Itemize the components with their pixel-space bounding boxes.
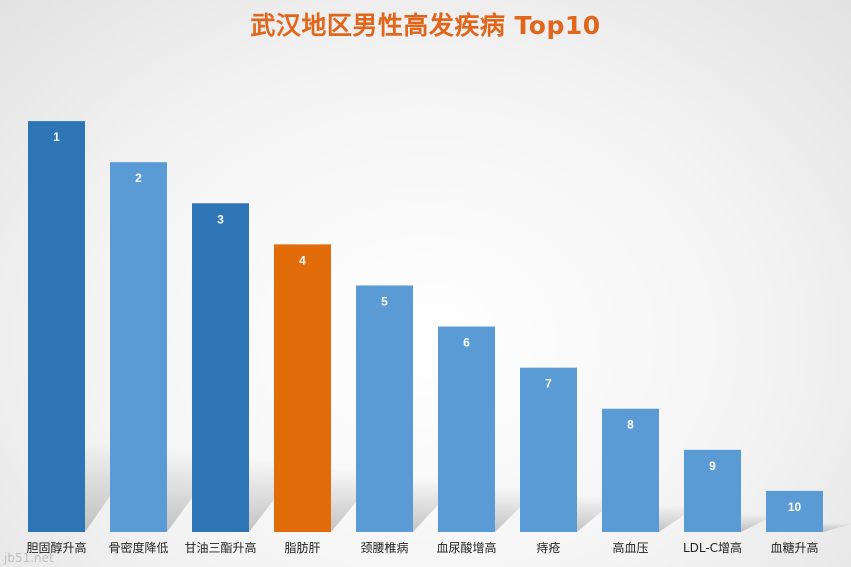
category-tick-label: 痔疮 bbox=[536, 540, 560, 555]
bar-data-label: 6 bbox=[463, 336, 470, 350]
category-tick-label: 甘油三酯升高 bbox=[184, 540, 256, 555]
data-labels: 1 2 3 4 5 6 7 8 9 10 bbox=[53, 130, 801, 514]
category-tick-label: LDL-C增高 bbox=[683, 540, 742, 555]
bar-data-label: 5 bbox=[381, 294, 388, 308]
category-axis-labels: 胆固醇升高 骨密度降低 甘油三酯升高 脂肪肝 颈腰椎病 血尿酸增高 痔疮 高血压 LDL-C增高… bbox=[26, 540, 818, 555]
category-tick-label: 血尿酸增高 bbox=[436, 540, 496, 555]
category-tick-label: 骨密度降低 bbox=[108, 540, 168, 555]
category-tick-label: 胆固醇升高 bbox=[26, 540, 86, 555]
bar bbox=[28, 121, 85, 532]
bar bbox=[356, 285, 413, 532]
bar-data-label: 1 bbox=[53, 130, 60, 144]
bar bbox=[520, 367, 577, 532]
category-tick-label: 颈腰椎病 bbox=[360, 540, 408, 555]
bar bbox=[274, 244, 331, 532]
bars bbox=[28, 121, 823, 533]
bar bbox=[110, 162, 167, 532]
bar bbox=[192, 203, 249, 533]
bar-data-label: 8 bbox=[627, 418, 634, 432]
bar bbox=[438, 326, 495, 532]
bar-data-label: 10 bbox=[788, 500, 802, 514]
category-tick-label: 血糖升高 bbox=[770, 540, 818, 555]
chart-title: 武汉地区男性高发疾病 Top10 bbox=[250, 11, 601, 40]
bar-data-label: 3 bbox=[217, 212, 224, 226]
bar bbox=[766, 490, 823, 532]
watermark: jb51.net bbox=[4, 551, 54, 565]
bar-data-label: 9 bbox=[709, 459, 716, 473]
category-tick-label: 高血压 bbox=[612, 540, 648, 555]
bar bbox=[602, 408, 659, 532]
bar-data-label: 7 bbox=[545, 377, 552, 391]
bar bbox=[684, 449, 741, 532]
bar-data-label: 2 bbox=[135, 171, 142, 185]
category-tick-label: 脂肪肝 bbox=[284, 540, 320, 555]
bar-data-label: 4 bbox=[299, 253, 306, 267]
